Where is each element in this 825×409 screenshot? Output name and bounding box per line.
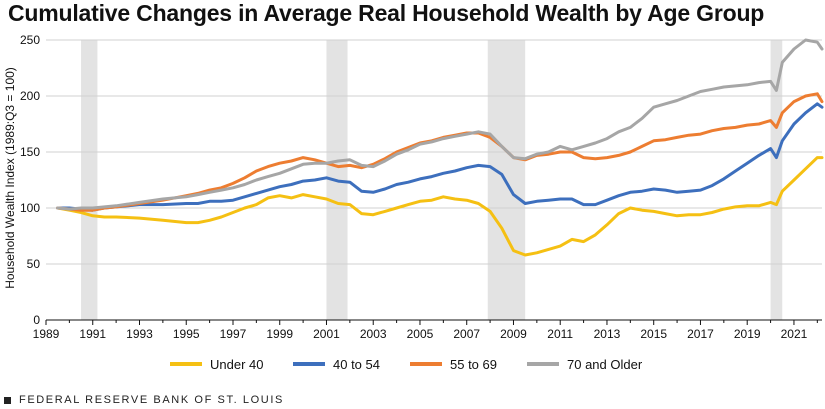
- legend: Under 40 40 to 54 55 to 69 70 and Older: [170, 357, 643, 372]
- series-line-70-and-older: [56, 38, 824, 211]
- series-line-under-40: [56, 156, 824, 257]
- x-tick-label: 2015: [640, 327, 667, 341]
- y-tick-label: 250: [20, 33, 40, 47]
- x-tick-label: 2011: [547, 327, 573, 341]
- x-tick-label: 2003: [360, 327, 387, 341]
- x-tick-label: 1993: [126, 327, 153, 341]
- legend-label: 55 to 69: [450, 357, 497, 372]
- series-lines: [56, 38, 824, 257]
- x-tick-label: 2017: [687, 327, 714, 341]
- y-axis-label: Household Wealth Index (1989:Q3 = 100): [3, 67, 17, 289]
- x-tick-label: 1989: [33, 327, 60, 341]
- series-line-40-to-54: [56, 102, 824, 212]
- x-tick-label: 2021: [781, 327, 808, 341]
- y-tick-label: 150: [20, 145, 40, 159]
- x-tick-label: 2013: [594, 327, 621, 341]
- x-tick-label: 2001: [313, 327, 340, 341]
- x-tick-label: 2009: [500, 327, 527, 341]
- recession-shading-layer: [81, 40, 783, 320]
- gridlines: [46, 39, 822, 265]
- x-tick-label: 1997: [220, 327, 247, 341]
- x-tick-label: 2007: [453, 327, 480, 341]
- legend-label: 70 and Older: [567, 357, 643, 372]
- legend-label: Under 40: [210, 357, 263, 372]
- x-tick-label: 2005: [407, 327, 434, 341]
- footer-square-icon: [4, 396, 11, 404]
- x-tick-label: 1999: [266, 327, 293, 341]
- y-tick-label: 0: [33, 313, 40, 327]
- axes: 0 50 100 150 200 250 1989 1991 1993 1995 1997 1999 2…: [20, 33, 822, 341]
- legend-label: 40 to 54: [333, 357, 380, 372]
- line-chart: 0 50 100 150 200 250 1989 1991 1993 1995 1997 1999 2…: [3, 33, 824, 372]
- x-tick-label: 1995: [173, 327, 200, 341]
- y-tick-label: 50: [27, 257, 41, 271]
- x-tick-label: 1991: [79, 327, 106, 341]
- y-tick-label: 100: [20, 201, 40, 215]
- recession-band-1: [81, 40, 98, 320]
- footer-source-text: FEDERAL RESERVE BANK OF ST. LOUIS: [19, 394, 284, 406]
- footer-source: FEDERAL RESERVE BANK OF ST. LOUIS: [4, 394, 284, 406]
- y-tick-label: 200: [20, 89, 40, 103]
- chart-title: Cumulative Changes in Average Real House…: [8, 0, 765, 26]
- x-tick-label: 2019: [734, 327, 761, 341]
- recession-band-4: [770, 40, 783, 320]
